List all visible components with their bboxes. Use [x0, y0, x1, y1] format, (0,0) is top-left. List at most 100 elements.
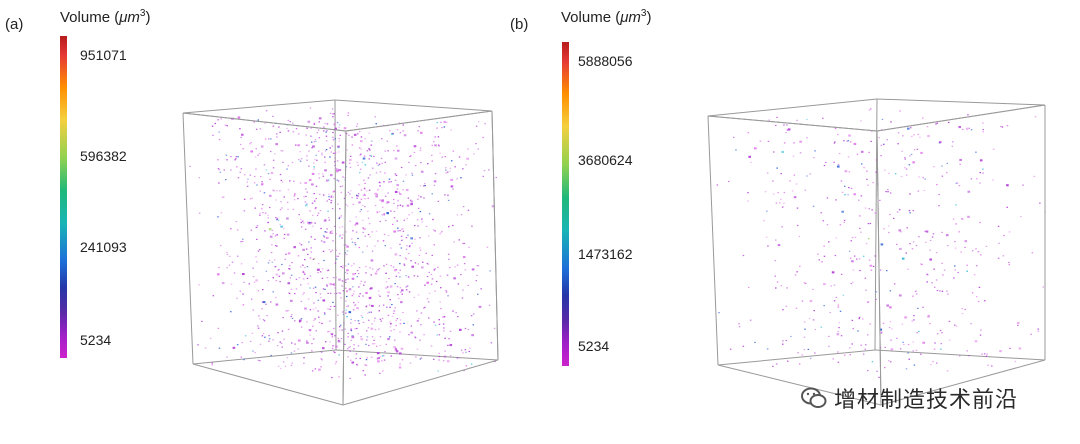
pore-point — [333, 327, 335, 330]
pore-point — [926, 126, 929, 128]
pore-point — [416, 219, 419, 221]
pore-point — [354, 273, 357, 275]
pore-point — [345, 300, 347, 302]
pore-point — [419, 211, 422, 213]
pore-point — [829, 311, 831, 314]
pore-point — [449, 355, 452, 357]
pore-point — [307, 283, 309, 285]
pore-point — [356, 194, 359, 197]
pore-point — [368, 148, 370, 150]
pore-point — [313, 168, 315, 170]
pore-point — [287, 252, 291, 255]
pore-point — [886, 270, 888, 272]
pore-point — [331, 334, 333, 336]
pore-point — [315, 330, 317, 332]
pore-point — [287, 208, 289, 210]
pore-point — [1042, 286, 1044, 288]
pore-point — [364, 182, 366, 184]
pore-point — [335, 345, 338, 348]
pore-point — [307, 221, 310, 224]
pore-point — [289, 121, 291, 123]
pore-point — [804, 189, 807, 191]
pore-point — [337, 180, 340, 182]
pore-point — [306, 127, 308, 129]
pore-point — [921, 263, 923, 266]
pore-point — [270, 138, 272, 140]
pore-point — [338, 140, 341, 142]
pore-point — [243, 210, 246, 212]
pore-point — [387, 150, 389, 152]
pore-point — [431, 254, 433, 256]
pore-point — [387, 192, 389, 194]
pore-point — [402, 230, 405, 232]
pore-point — [357, 333, 359, 335]
pore-point — [320, 296, 322, 299]
pore-point — [377, 360, 380, 363]
pore-point — [406, 218, 408, 220]
pore-point — [339, 326, 341, 328]
pore-point — [405, 189, 409, 192]
pore-point — [315, 185, 318, 187]
pore-point — [275, 280, 277, 282]
pore-point — [402, 124, 404, 126]
pore-point — [946, 172, 948, 174]
pore-point — [955, 325, 958, 327]
pore-point — [265, 303, 267, 305]
pore-point — [837, 331, 839, 333]
pore-point — [460, 274, 462, 276]
pore-point — [889, 321, 892, 323]
pore-point — [486, 246, 489, 248]
pore-point — [908, 210, 911, 212]
pore-point — [294, 343, 296, 345]
pore-point — [823, 283, 826, 286]
pore-point — [218, 169, 221, 171]
pore-point — [997, 225, 1000, 227]
pore-point — [461, 297, 464, 299]
pore-point — [332, 136, 334, 138]
pore-point — [447, 199, 450, 201]
pore-point — [308, 150, 310, 152]
pore-point — [1016, 322, 1020, 325]
pore-point — [896, 211, 899, 213]
pore-point — [255, 128, 258, 130]
pore-point — [233, 272, 236, 274]
pore-point — [304, 181, 307, 184]
pore-point — [360, 336, 362, 338]
pore-point — [312, 214, 314, 216]
pore-point — [401, 289, 404, 292]
pore-point — [361, 251, 364, 253]
pore-point — [240, 356, 242, 358]
pore-point — [919, 136, 921, 138]
pore-point — [848, 187, 850, 189]
pore-point — [809, 300, 813, 303]
pore-point — [367, 210, 369, 212]
pore-point — [319, 210, 322, 212]
pore-point — [386, 140, 388, 142]
pore-point — [323, 126, 325, 128]
pore-point — [344, 343, 346, 345]
pore-point — [454, 166, 456, 168]
pore-point — [279, 209, 282, 211]
pore-point — [331, 249, 334, 251]
pore-point — [343, 244, 345, 246]
pore-point — [853, 142, 857, 145]
cube-back-edges — [182, 99, 499, 406]
pore-point — [367, 312, 369, 314]
pore-point — [294, 194, 296, 196]
colorbar — [562, 42, 569, 366]
pore-point — [775, 124, 777, 127]
pore-point — [447, 194, 449, 196]
cube-edge — [334, 99, 493, 112]
pore-point — [453, 241, 455, 243]
pore-point — [315, 140, 317, 142]
pore-point — [249, 340, 252, 342]
pore-point — [311, 147, 313, 149]
pore-point — [279, 341, 281, 343]
pore-point — [236, 297, 238, 299]
pore-point — [341, 161, 345, 164]
pore-point — [465, 365, 468, 367]
pore-point — [355, 216, 357, 218]
pore-point — [268, 335, 270, 337]
pore-point — [280, 179, 283, 181]
pore-point — [250, 150, 253, 153]
